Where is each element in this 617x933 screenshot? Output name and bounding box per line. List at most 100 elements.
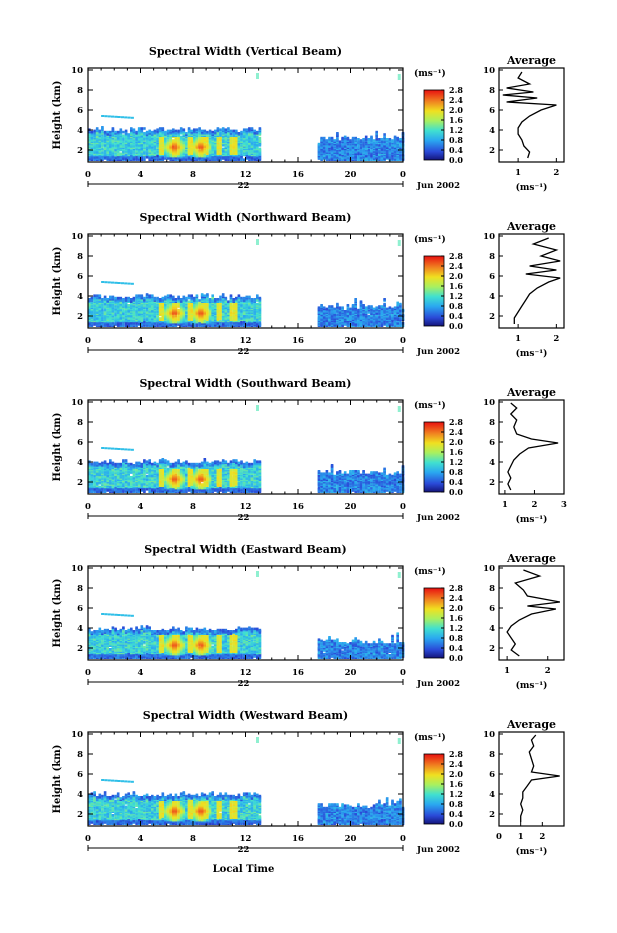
heatmap-cell (146, 460, 149, 463)
heatmap-cell (201, 293, 204, 296)
heatmap-cell (368, 315, 371, 318)
heatmap-cell (328, 156, 331, 159)
heatmap-cell (246, 315, 249, 318)
heatmap-cell (143, 127, 146, 130)
heatmap-cell (336, 303, 339, 306)
heatmap-cell (339, 143, 342, 146)
heatmap-cell (253, 130, 256, 133)
heatmap-cell (96, 139, 99, 142)
heatmap-cell (357, 156, 360, 159)
heatmap-cell (127, 150, 130, 153)
heatmap-cell (104, 483, 107, 486)
heatmap-cell (365, 148, 368, 151)
heatmap-cells (88, 239, 404, 327)
average-y-tick-label: 8 (489, 86, 495, 96)
heatmap-cell (240, 154, 243, 157)
average-title: Average (506, 54, 556, 67)
heatmap-cell (333, 316, 336, 319)
heatmap-cell (378, 144, 381, 147)
heatmap-cell (349, 308, 352, 311)
heatmap-cell (248, 296, 251, 299)
heatmap-cell (185, 297, 188, 300)
heatmap-cell (130, 476, 133, 479)
heatmap-cell (378, 154, 381, 157)
average-x-tick-label: 2 (553, 334, 559, 344)
heatmap-cell (230, 130, 233, 133)
heatmap-cell (248, 127, 251, 130)
heatmap-cell (133, 297, 136, 300)
heatmap-cell (368, 311, 371, 314)
heatmap-cell (175, 146, 178, 149)
heatmap-cell (104, 460, 107, 463)
heatmap-cell (99, 463, 102, 466)
heatmap-cell (333, 139, 336, 142)
heatmap-cell (222, 148, 225, 151)
heatmap-cell (112, 127, 115, 130)
heatmap-cell (214, 130, 217, 133)
heatmap-cell (341, 137, 344, 140)
heatmap-cell (217, 309, 220, 312)
y-tick-label: 6 (77, 272, 83, 282)
colorbar-unit: (ms⁻¹) (414, 234, 446, 245)
heatmap-cell (389, 144, 392, 147)
heatmap-cell (251, 127, 254, 130)
heatmap-cell (96, 490, 99, 493)
heatmap-cell (156, 324, 159, 327)
y-tick-label: 8 (77, 252, 83, 262)
heatmap-cell (122, 323, 125, 326)
heatmap-cell (183, 144, 186, 147)
colorbar-tick-label: 2.4 (449, 95, 463, 105)
heatmap-cell (127, 310, 130, 313)
heatmap-cell (253, 298, 256, 301)
heatmap-cell (193, 128, 196, 131)
heatmap-cell (164, 296, 167, 299)
heatmap-cell (175, 317, 178, 320)
heatmap-cell (360, 146, 363, 149)
heatmap-cell (193, 320, 196, 323)
heatmap-cell (109, 138, 112, 141)
heatmap-cell (204, 130, 207, 133)
heatmap-cell (127, 463, 130, 466)
heatmap-cell (127, 304, 130, 307)
heatmap-cell (214, 311, 217, 314)
heatmap-cell (259, 137, 262, 140)
heatmap-cell (127, 156, 130, 159)
heatmap-cell (120, 314, 123, 317)
heatmap-cell (159, 133, 162, 136)
heatmap-cell (141, 294, 144, 297)
heatmap-cell (96, 482, 99, 485)
x-tick-label: 16 (292, 170, 304, 180)
average-profile-line (503, 72, 557, 158)
heatmap-cell (347, 152, 350, 155)
heatmap-cell (125, 459, 128, 462)
heatmap-cell (341, 306, 344, 309)
heatmap-cell (146, 309, 149, 312)
heatmap-cell (106, 154, 109, 157)
heatmap-cell (344, 323, 347, 326)
heatmap-cell (130, 127, 133, 130)
heatmap-cell (111, 116, 114, 118)
heatmap-cell (352, 137, 355, 140)
heatmap-cell (368, 142, 371, 145)
heatmap-cell (243, 304, 246, 307)
heatmap-cell (159, 144, 162, 147)
x-tick-label: 0 (400, 170, 406, 180)
heatmap-cell (238, 132, 241, 135)
heatmap-cell (127, 297, 130, 300)
average-profile-line (514, 238, 560, 324)
heatmap-cell (188, 140, 191, 143)
heatmap-cell (256, 136, 259, 139)
heatmap-cell (148, 294, 151, 297)
heatmap-cell (235, 138, 238, 141)
heatmap-cell (243, 312, 246, 315)
heatmap-cell (198, 127, 201, 130)
average-y-tick-label: 6 (489, 272, 495, 282)
heatmap-cell (120, 152, 123, 155)
heatmap-cell (354, 137, 357, 140)
heatmap-cell (114, 116, 117, 118)
average-y-tick-label: 4 (489, 126, 495, 136)
heatmap-cell (169, 294, 172, 297)
heatmap-cell (106, 475, 109, 478)
heatmap-cell (375, 306, 378, 309)
heatmap-cell (122, 298, 125, 301)
